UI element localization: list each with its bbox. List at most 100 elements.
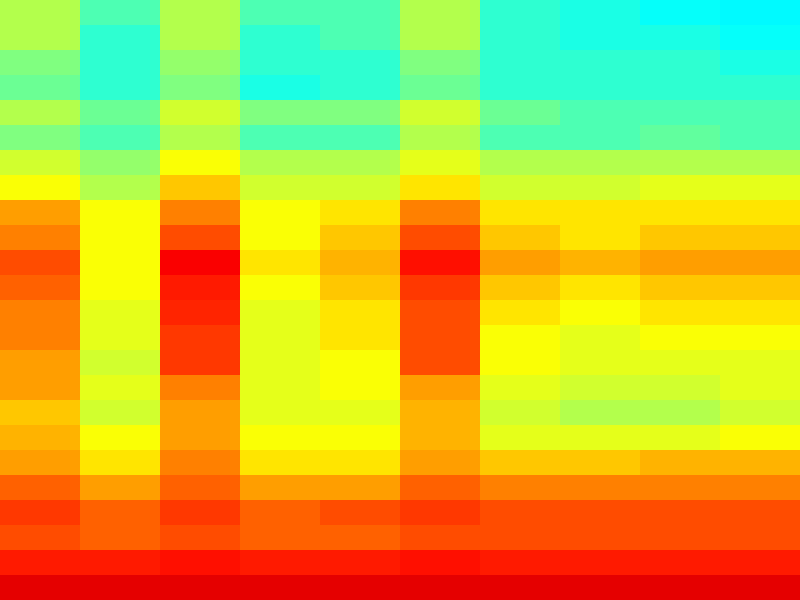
heat-cell	[160, 375, 241, 401]
heat-cell	[480, 575, 561, 600]
heat-cell	[560, 325, 641, 351]
heat-cell	[640, 325, 721, 351]
heat-cell	[240, 200, 321, 226]
heat-cell	[240, 550, 321, 576]
heat-cell	[480, 525, 561, 551]
heat-cell	[400, 125, 481, 151]
heat-cell	[0, 375, 81, 401]
heat-cell	[640, 125, 721, 151]
heat-cell	[480, 500, 561, 526]
heat-cell	[720, 550, 800, 576]
heat-cell	[720, 350, 800, 376]
heat-cell	[560, 150, 641, 176]
heat-cell	[640, 525, 721, 551]
heat-cell	[160, 100, 241, 126]
heat-cell	[480, 50, 561, 76]
heat-cell	[240, 275, 321, 301]
heat-cell	[80, 450, 161, 476]
heat-cell	[560, 75, 641, 101]
heat-cell	[720, 50, 800, 76]
heat-cell	[720, 175, 800, 201]
heat-cell	[80, 25, 161, 51]
heat-cell	[320, 400, 401, 426]
heat-cell	[0, 425, 81, 451]
heat-cell	[0, 225, 81, 251]
heat-cell	[0, 200, 81, 226]
heat-cell	[0, 475, 81, 501]
heat-cell	[0, 525, 81, 551]
heat-cell	[720, 200, 800, 226]
heat-cell	[0, 550, 81, 576]
heat-cell	[640, 75, 721, 101]
heat-cell	[560, 125, 641, 151]
heat-cell	[320, 25, 401, 51]
heat-cell	[720, 525, 800, 551]
heat-cell	[720, 75, 800, 101]
heat-cell	[320, 575, 401, 600]
heat-cell	[80, 325, 161, 351]
heat-cell	[80, 275, 161, 301]
heat-cell	[400, 225, 481, 251]
heat-cell	[240, 150, 321, 176]
heat-cell	[560, 275, 641, 301]
heat-cell	[0, 300, 81, 326]
heat-cell	[560, 100, 641, 126]
heat-cell	[640, 425, 721, 451]
heat-cell	[0, 575, 81, 600]
heat-cell	[320, 0, 401, 26]
heat-cell	[400, 275, 481, 301]
heat-cell	[400, 75, 481, 101]
heat-cell	[0, 400, 81, 426]
heat-cell	[80, 200, 161, 226]
heat-cell	[160, 300, 241, 326]
heat-cell	[480, 225, 561, 251]
heat-cell	[320, 475, 401, 501]
heat-cell	[0, 350, 81, 376]
heat-cell	[240, 500, 321, 526]
heat-cell	[480, 350, 561, 376]
heat-cell	[640, 50, 721, 76]
heat-cell	[720, 250, 800, 276]
heat-cell	[320, 75, 401, 101]
heat-cell	[160, 350, 241, 376]
heat-cell	[80, 175, 161, 201]
heat-cell	[320, 550, 401, 576]
heat-cell	[560, 350, 641, 376]
heat-cell	[560, 300, 641, 326]
heat-cell	[80, 100, 161, 126]
heat-cell	[400, 25, 481, 51]
heat-cell	[720, 475, 800, 501]
heat-cell	[720, 225, 800, 251]
heat-cell	[400, 450, 481, 476]
heat-cell	[560, 0, 641, 26]
heat-cell	[560, 550, 641, 576]
heat-cell	[240, 525, 321, 551]
heat-cell	[240, 25, 321, 51]
heat-cell	[160, 550, 241, 576]
heat-cell	[400, 50, 481, 76]
heat-cell	[720, 275, 800, 301]
heat-cell	[400, 475, 481, 501]
heat-cell	[320, 375, 401, 401]
heat-cell	[560, 400, 641, 426]
heat-cell	[480, 300, 561, 326]
heat-cell	[560, 425, 641, 451]
heat-cell	[80, 300, 161, 326]
heat-cell	[160, 225, 241, 251]
heat-cell	[400, 550, 481, 576]
heat-cell	[640, 375, 721, 401]
heat-cell	[480, 175, 561, 201]
heat-cell	[720, 100, 800, 126]
heat-cell	[480, 125, 561, 151]
heat-cell	[480, 250, 561, 276]
heat-cell	[160, 325, 241, 351]
heat-cell	[320, 300, 401, 326]
cells	[0, 0, 800, 600]
heat-cell	[160, 175, 241, 201]
heat-cell	[0, 175, 81, 201]
heat-cell	[320, 100, 401, 126]
heat-cell	[480, 550, 561, 576]
heat-cell	[640, 150, 721, 176]
heatmap	[0, 0, 800, 600]
heat-cell	[160, 450, 241, 476]
